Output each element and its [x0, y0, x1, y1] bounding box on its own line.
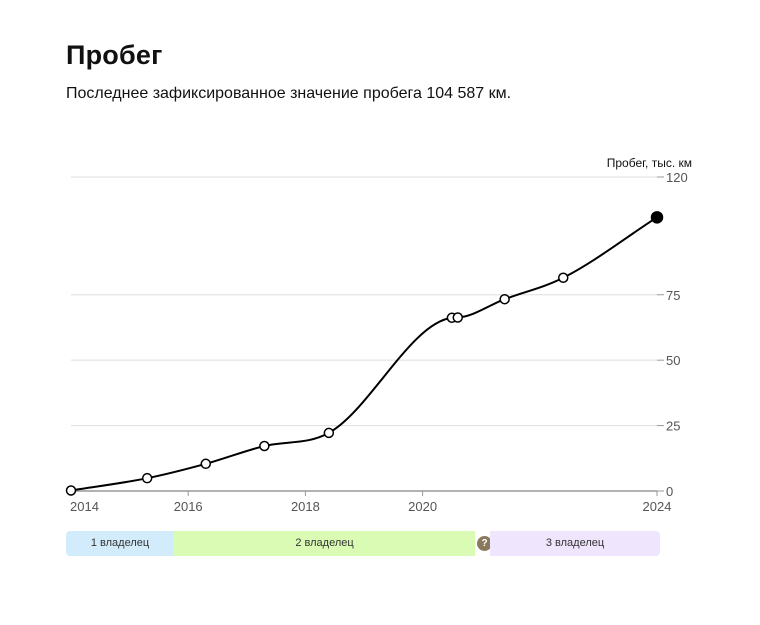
data-point[interactable] [259, 440, 270, 452]
x-tick-label: 2016 [174, 499, 203, 514]
y-axis-label: Пробег, тыс. км [607, 156, 692, 170]
data-points [65, 211, 664, 496]
x-tick-label: 2020 [408, 499, 437, 514]
page-title: Пробег [66, 40, 163, 70]
y-tick-label: 0 [666, 484, 673, 499]
y-tick-label: 50 [666, 353, 680, 368]
y-tick-label: 25 [666, 419, 680, 434]
y-tick-label: 75 [666, 288, 680, 303]
owners-timeline: 1 владелец 2 владелец ? 3 владелец [66, 531, 660, 556]
mileage-line [70, 216, 658, 492]
x-tick-label: 2024 [643, 499, 672, 514]
owner-segment-3[interactable]: 3 владелец [490, 531, 660, 556]
data-point[interactable] [557, 272, 569, 283]
mileage-summary: Последнее зафиксированное значение пробе… [66, 85, 512, 102]
y-tick-label: 120 [666, 170, 688, 185]
data-point[interactable] [141, 472, 153, 484]
owner-segment-2[interactable]: 2 владелец [174, 531, 475, 556]
x-tick-labels: 2014 2016 2018 2020 2024 [70, 491, 671, 514]
x-tick-label: 2014 [70, 499, 99, 514]
x-tick-label: 2018 [291, 499, 320, 514]
data-point-latest[interactable] [650, 211, 664, 224]
data-point[interactable] [499, 293, 510, 305]
owner-segment-1[interactable]: 1 владелец [66, 531, 174, 556]
data-point[interactable] [323, 427, 335, 439]
grid-lines [71, 176, 664, 492]
question-circle-icon[interactable]: ? [477, 536, 492, 551]
data-point[interactable] [200, 458, 212, 470]
y-tick-labels: 0 25 50 75 120 [666, 170, 688, 499]
data-point[interactable] [452, 312, 464, 323]
data-point[interactable] [65, 485, 77, 496]
